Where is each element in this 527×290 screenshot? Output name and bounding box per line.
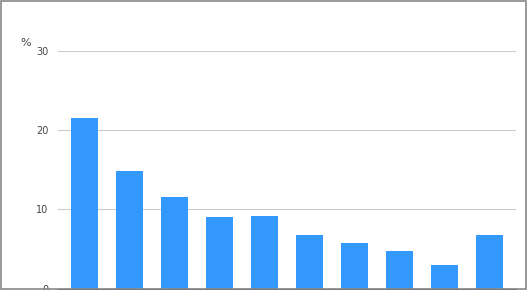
Bar bbox=[341, 242, 368, 289]
Bar bbox=[386, 251, 413, 289]
Text: [Fig. 2] Data for distribution of factors for screw parts feeding errors: [Fig. 2] Data for distribution of factor… bbox=[6, 14, 527, 27]
Bar bbox=[251, 216, 278, 289]
Bar bbox=[206, 217, 233, 289]
Text: %: % bbox=[21, 38, 31, 48]
Bar bbox=[296, 235, 323, 289]
Bar bbox=[431, 265, 458, 289]
Bar bbox=[72, 118, 99, 289]
Bar bbox=[161, 197, 188, 289]
Bar bbox=[116, 171, 143, 289]
Bar bbox=[476, 235, 503, 289]
